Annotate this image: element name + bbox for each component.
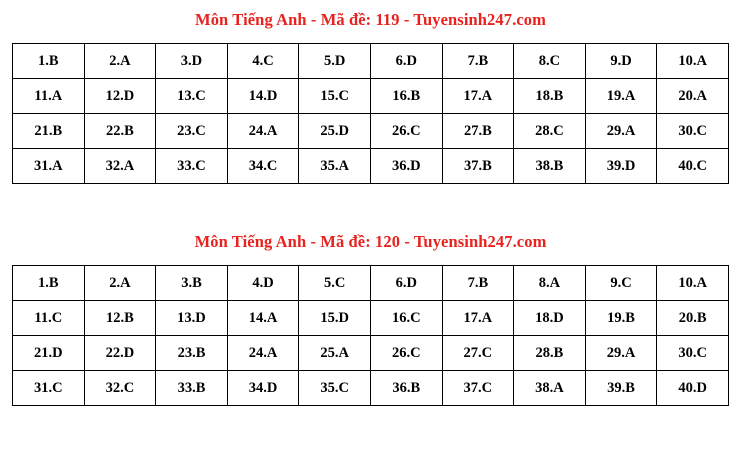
answer-cell: 32.C <box>83 370 157 406</box>
answer-cell: 23.B <box>155 335 228 371</box>
answer-cell: 26.C <box>369 113 443 149</box>
answer-cell: 5.D <box>298 43 371 79</box>
answer-cell: 19.B <box>584 300 658 336</box>
answer-cell: 1.B <box>12 265 85 301</box>
answer-cell: 12.D <box>83 78 157 114</box>
answer-cell: 11.A <box>12 78 85 114</box>
answer-key-section-120: Môn Tiếng Anh - Mã đề: 120 - Tuyensinh24… <box>0 184 741 406</box>
answer-cell: 16.C <box>369 300 443 336</box>
answer-cell: 17.A <box>441 78 515 114</box>
answer-cell: 9.C <box>584 265 658 301</box>
answer-cell: 36.D <box>369 148 443 184</box>
answer-cell: 27.B <box>441 113 515 149</box>
answer-table-120: 1.B 2.A 3.B 4.D 5.C 6.D 7.B 8.A 9.C 10.A… <box>12 265 729 406</box>
answer-cell: 14.A <box>226 300 300 336</box>
table-row: 1.B 2.A 3.B 4.D 5.C 6.D 7.B 8.A 9.C 10.A <box>12 265 729 301</box>
answer-cell: 29.A <box>584 335 658 371</box>
answer-cell: 37.C <box>441 370 515 406</box>
answer-key-section-119: Môn Tiếng Anh - Mã đề: 119 - Tuyensinh24… <box>0 0 741 184</box>
answer-cell: 34.C <box>226 148 300 184</box>
answer-cell: 12.B <box>83 300 157 336</box>
answer-cell: 9.D <box>584 43 658 79</box>
section-title-119: Môn Tiếng Anh - Mã đề: 119 - Tuyensinh24… <box>195 10 546 29</box>
answer-cell: 39.D <box>584 148 658 184</box>
table-row: 11.C 12.B 13.D 14.A 15.D 16.C 17.A 18.D … <box>12 300 729 336</box>
answer-cell: 39.B <box>584 370 658 406</box>
answer-cell: 24.A <box>226 113 300 149</box>
answer-cell: 8.A <box>513 265 586 301</box>
answer-cell: 32.A <box>83 148 157 184</box>
answer-cell: 24.A <box>226 335 300 371</box>
answer-cell: 15.C <box>298 78 371 114</box>
answer-cell: 40.C <box>656 148 729 184</box>
answer-cell: 30.C <box>656 335 729 371</box>
answer-cell: 20.A <box>656 78 729 114</box>
answer-cell: 28.B <box>513 335 586 371</box>
answer-cell: 7.B <box>441 265 515 301</box>
answer-cell: 31.C <box>12 370 85 406</box>
answer-cell: 21.B <box>12 113 85 149</box>
answer-cell: 17.A <box>441 300 515 336</box>
answer-cell: 16.B <box>369 78 443 114</box>
answer-cell: 23.C <box>155 113 228 149</box>
answer-cell: 36.B <box>369 370 443 406</box>
table-row: 31.C 32.C 33.B 34.D 35.C 36.B 37.C 38.A … <box>12 370 729 406</box>
answer-cell: 6.D <box>369 43 443 79</box>
answer-cell: 30.C <box>656 113 729 149</box>
answer-cell: 35.A <box>298 148 371 184</box>
answer-cell: 38.B <box>513 148 586 184</box>
answer-cell: 13.D <box>155 300 228 336</box>
answer-cell: 10.A <box>656 43 729 79</box>
table-row: 21.B 22.B 23.C 24.A 25.D 26.C 27.B 28.C … <box>12 113 729 149</box>
answer-cell: 4.D <box>226 265 300 301</box>
answer-cell: 4.C <box>226 43 300 79</box>
answer-cell: 27.C <box>441 335 515 371</box>
answer-cell: 18.D <box>513 300 586 336</box>
answer-cell: 34.D <box>226 370 300 406</box>
answer-cell: 1.B <box>12 43 85 79</box>
answer-cell: 33.C <box>155 148 228 184</box>
answer-cell: 40.D <box>656 370 729 406</box>
table-row: 1.B 2.A 3.D 4.C 5.D 6.D 7.B 8.C 9.D 10.A <box>12 43 729 79</box>
answer-cell: 2.A <box>83 265 157 301</box>
answer-cell: 10.A <box>656 265 729 301</box>
answer-cell: 15.D <box>298 300 371 336</box>
table-row: 21.D 22.D 23.B 24.A 25.A 26.C 27.C 28.B … <box>12 335 729 371</box>
answer-cell: 28.C <box>513 113 586 149</box>
table-row: 11.A 12.D 13.C 14.D 15.C 16.B 17.A 18.B … <box>12 78 729 114</box>
section-title-120: Môn Tiếng Anh - Mã đề: 120 - Tuyensinh24… <box>194 232 547 251</box>
answer-cell: 6.D <box>369 265 443 301</box>
answer-cell: 3.B <box>155 265 228 301</box>
table-row: 31.A 32.A 33.C 34.C 35.A 36.D 37.B 38.B … <box>12 148 729 184</box>
answer-cell: 2.A <box>83 43 157 79</box>
answer-cell: 22.B <box>83 113 157 149</box>
answer-cell: 14.D <box>226 78 300 114</box>
answer-cell: 11.C <box>12 300 85 336</box>
answer-cell: 3.D <box>155 43 228 79</box>
answer-cell: 33.B <box>155 370 228 406</box>
answer-cell: 13.C <box>155 78 228 114</box>
answer-cell: 26.C <box>369 335 443 371</box>
answer-cell: 29.A <box>584 113 658 149</box>
answer-cell: 7.B <box>441 43 515 79</box>
answer-cell: 37.B <box>441 148 515 184</box>
answer-table-119: 1.B 2.A 3.D 4.C 5.D 6.D 7.B 8.C 9.D 10.A… <box>12 43 729 184</box>
answer-cell: 5.C <box>298 265 371 301</box>
answer-cell: 31.A <box>12 148 85 184</box>
answer-cell: 8.C <box>513 43 586 79</box>
answer-cell: 21.D <box>12 335 85 371</box>
answer-cell: 19.A <box>584 78 658 114</box>
answer-cell: 22.D <box>83 335 157 371</box>
answer-cell: 18.B <box>513 78 586 114</box>
answer-cell: 38.A <box>513 370 586 406</box>
answer-cell: 20.B <box>656 300 729 336</box>
answer-cell: 25.D <box>298 113 371 149</box>
answer-cell: 35.C <box>298 370 371 406</box>
answer-cell: 25.A <box>298 335 371 371</box>
